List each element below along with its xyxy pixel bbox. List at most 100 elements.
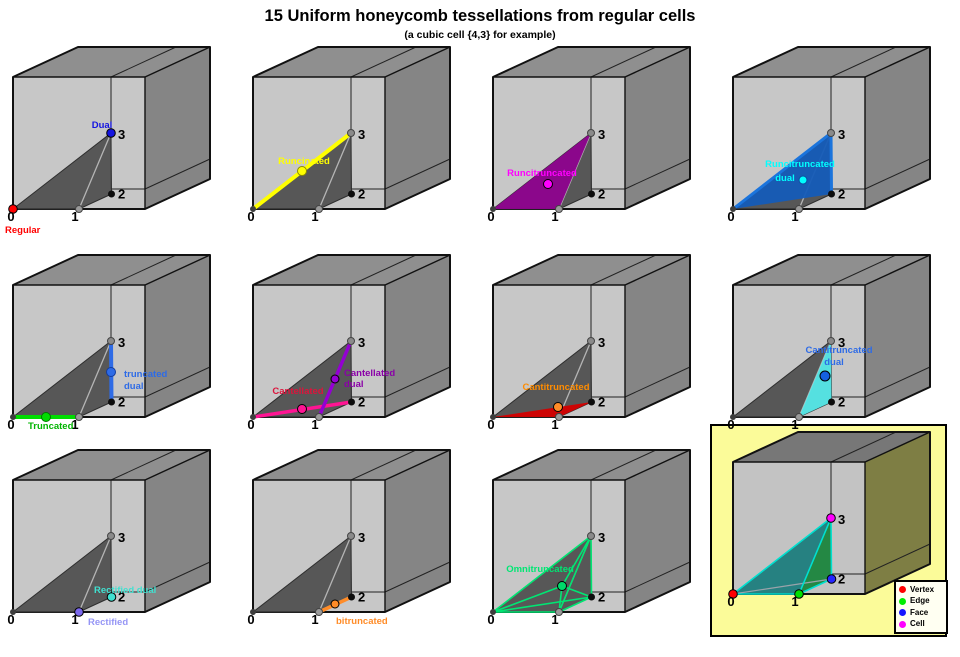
vertex-number-1: 1 (791, 417, 798, 432)
vertex-dot-2 (348, 398, 355, 406)
legend-item-vertex: Vertex (899, 584, 943, 594)
cube-front-face (253, 77, 385, 209)
vertex-number-0: 0 (487, 209, 494, 224)
vertex-number-3: 3 (838, 512, 845, 527)
vertex-number-3: 3 (358, 530, 365, 545)
cube-right-face (865, 47, 930, 209)
vertex-number-2: 2 (598, 187, 605, 202)
operation-label-cantellated-1: Cantellated (344, 368, 395, 379)
vertex-number-1: 1 (311, 209, 318, 224)
vertex-dot-1-highlight (794, 589, 804, 599)
operation-label-truncated-1: truncated (124, 369, 167, 380)
cube-top-right-depth-edge (624, 254, 691, 286)
vertex-number-0: 0 (487, 417, 494, 432)
cube-right-face (625, 47, 690, 209)
vertex-dot-2 (348, 190, 355, 198)
cube-inner-depth-line (144, 561, 211, 593)
vertex-number-3: 3 (358, 127, 365, 142)
operation-label-omnitruncated-0: Omnitruncated (506, 564, 574, 575)
vertex-dot-0-highlight (8, 204, 18, 214)
vertex-number-2: 2 (838, 187, 845, 202)
cube-front-face (733, 285, 865, 417)
vertex-dot-1 (555, 205, 563, 213)
vertex-dot-3 (107, 532, 115, 540)
cube-front-face (493, 77, 625, 209)
wireframe-edge-0-3 (492, 535, 592, 613)
cube-inner-depth-line (864, 366, 931, 398)
panel-regular-dual: 0 1 2 3 Regular Dual (5, 46, 211, 236)
vertex-number-3: 3 (838, 127, 845, 142)
operation-label-cantellated-0: Cantellated (272, 386, 323, 397)
operation-label-cantellated-2: dual (344, 379, 364, 390)
cube-top-right-depth-edge (624, 449, 691, 481)
highlight-face-runcitruncated-0 (493, 133, 591, 209)
cube-inner-depth-line (384, 366, 451, 398)
vertex-dot-3 (107, 337, 115, 345)
vertex-number-1: 1 (551, 612, 558, 627)
highlight-edge-runcitruncated-dual-1 (829, 131, 833, 196)
highlight-dot-omnitruncated-0 (557, 581, 567, 591)
vertex-number-0: 0 (7, 209, 14, 224)
page-title: 15 Uniform honeycomb tessellations from … (264, 7, 696, 25)
operation-label-rectified-1: Rectified dual (94, 585, 156, 596)
vertex-number-3: 3 (598, 127, 605, 142)
legend-label: Vertex (910, 584, 935, 594)
highlight-face-cantitruncated-0 (493, 402, 592, 417)
vertex-number-1: 1 (311, 417, 318, 432)
vertex-dot-0 (10, 414, 16, 420)
vertex-number-0: 0 (7, 417, 14, 432)
panel-omnitruncated: 0 1 2 3 Omnitruncated (487, 449, 691, 627)
cube-inner-top-line (830, 254, 897, 286)
legend: Vertex Edge Face Cell (894, 580, 948, 634)
operation-label-runcinated-0: Runcinated (278, 156, 330, 167)
highlight-dot-truncated-0 (41, 412, 51, 422)
vertex-number-0: 0 (487, 612, 494, 627)
tetrahedron-edge-3-2 (830, 517, 833, 580)
vertex-dot-1 (315, 205, 323, 213)
cube-inner-top-line (110, 46, 177, 78)
tetrahedron-inner-edge-1-3 (78, 340, 112, 418)
vertex-number-1: 1 (311, 612, 318, 627)
cube-inner-depth-line (384, 158, 451, 190)
legend-item-face: Face (899, 608, 943, 617)
cube-right-face (625, 255, 690, 417)
operation-label-truncated-2: dual (124, 381, 144, 392)
page-subtitle: (a cubic cell {4,3} for example) (404, 29, 556, 41)
vertex-dot-2 (108, 398, 115, 406)
tetrahedron-edge-1-3 (798, 517, 832, 595)
vertex-dot-0 (490, 414, 496, 420)
cube-inner-top-line (350, 254, 417, 286)
highlight-dot-cantellated-0 (297, 404, 307, 414)
wireframe-edge-1-2 (558, 596, 593, 613)
vertex-dot-0 (730, 414, 736, 420)
cube-inner-top-line (590, 254, 657, 286)
cube-top-right-depth-edge (624, 46, 691, 78)
vertex-number-2: 2 (838, 572, 845, 587)
vertex-dot-1 (795, 413, 803, 421)
vertex-number-2: 2 (838, 395, 845, 410)
cube-inner-depth-line (624, 158, 691, 190)
operation-label-cantitruncated-dual-0: Cantitruncated (805, 345, 872, 356)
cell-color-dot-icon (899, 620, 906, 628)
cube-right-face (145, 255, 210, 417)
wireframe-edge-1-3 (558, 535, 592, 613)
vertex-number-3: 3 (598, 530, 605, 545)
vertex-dot-0 (490, 609, 496, 615)
vertex-dot-1 (75, 205, 83, 213)
operation-label-regular-dual-0: Regular (5, 225, 41, 236)
cube-top-right-depth-edge (864, 254, 931, 286)
operation-label-truncated-0: Truncated (28, 421, 74, 432)
cube-right-face (385, 255, 450, 417)
highlight-dot-cantellated-1 (330, 374, 340, 384)
wireframe-cevian-2 (561, 585, 593, 598)
operation-label-rectified-0: Rectified (88, 617, 128, 628)
vertex-dot-3 (587, 129, 595, 137)
vertex-dot-1 (555, 413, 563, 421)
vertex-dot-3 (587, 337, 595, 345)
vertex-dot-2 (588, 398, 595, 406)
cube-top-right-depth-edge (864, 431, 931, 463)
operation-label-runcitruncated-0: Runcitruncated (507, 168, 577, 179)
cube-inner-top-line (590, 46, 657, 78)
